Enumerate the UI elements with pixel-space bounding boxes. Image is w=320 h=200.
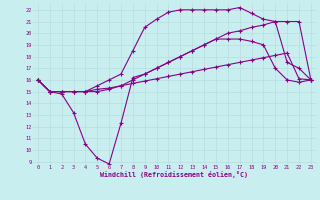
X-axis label: Windchill (Refroidissement éolien,°C): Windchill (Refroidissement éolien,°C) xyxy=(100,171,248,178)
